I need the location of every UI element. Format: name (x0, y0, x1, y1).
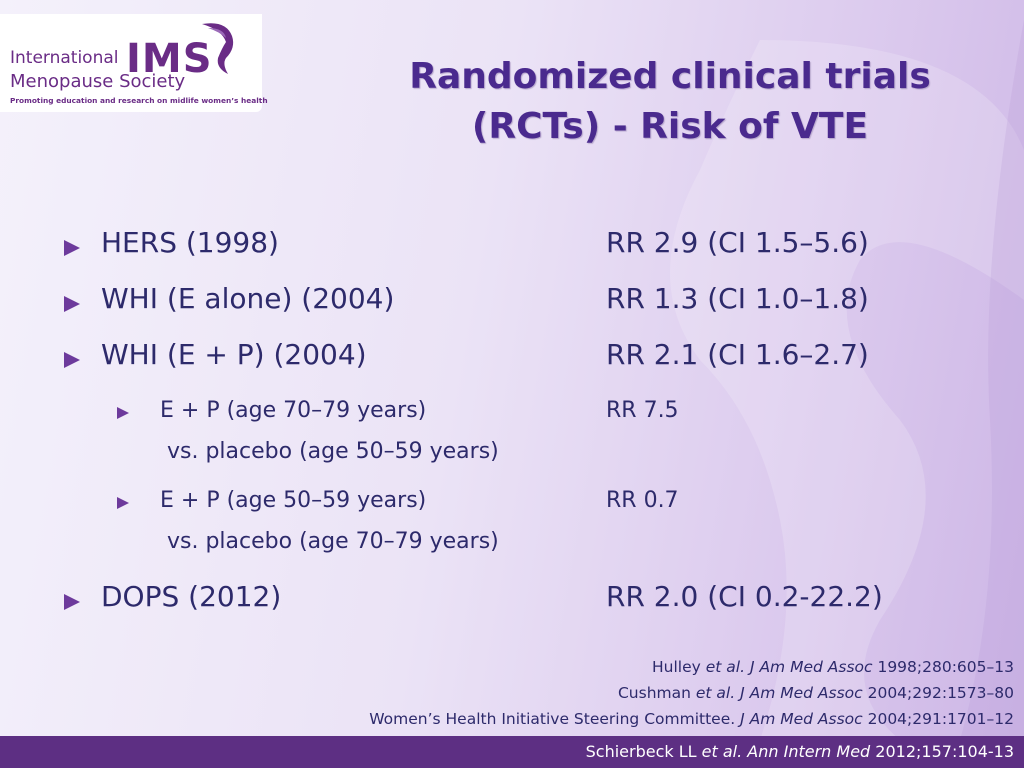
reference-cushman: Cushman et al. J Am Med Assoc 2004;292:1… (618, 684, 1014, 702)
ref-citation: 2004;291:1701–12 (862, 710, 1014, 728)
bullet-triangle-icon (64, 240, 80, 256)
reference-hulley: Hulley et al. J Am Med Assoc 1998;280:60… (652, 658, 1014, 676)
ref-author: Hulley (652, 658, 706, 676)
bullet-triangle-icon (64, 594, 80, 610)
sub-item-label: E + P (age 70–79 years) (160, 398, 427, 423)
item-label: DOPS (2012) (101, 580, 282, 613)
logo-ims-mark: IMS (126, 36, 213, 82)
footer-bar: Schierbeck LL et al. Ann Intern Med 2012… (0, 736, 1024, 768)
ref-author: Cushman (617, 684, 696, 702)
ref-journal: J Am Med Assoc (745, 658, 873, 676)
sub-item-label: E + P (age 50–59 years) (160, 488, 427, 513)
sub-item-comparison: vs. placebo (age 50–59 years) (167, 439, 499, 464)
ref-citation: 1998;280:605–13 (872, 658, 1014, 676)
ref-journal: J Am Med Assoc (735, 684, 863, 702)
logo-menopause-society: Menopause Society (10, 71, 186, 92)
ref-etal: et al. (695, 684, 736, 702)
ref-journal: J Am Med Assoc (735, 710, 863, 728)
sub-item-comparison: vs. placebo (age 70–79 years) (167, 529, 499, 554)
ref-citation: 2004;292:1573–80 (862, 684, 1014, 702)
bullet-triangle-icon (64, 352, 80, 368)
item-rr: RR 2.1 (CI 1.6–2.7) (606, 338, 869, 371)
sub-item-rr: RR 7.5 (606, 398, 679, 423)
item-label: WHI (E + P) (2004) (101, 338, 367, 371)
reference-schierbeck: Schierbeck LL et al. Ann Intern Med 2012… (586, 742, 1014, 761)
ref-author: Women’s Health Initiative Steering Commi… (369, 710, 736, 728)
item-rr: RR 2.9 (CI 1.5–5.6) (606, 226, 869, 259)
ref-author: Schierbeck LL (585, 742, 702, 761)
bullet-triangle-icon (64, 296, 80, 312)
item-rr: RR 2.0 (CI 0.2-22.2) (606, 580, 883, 613)
slide-title: Randomized clinical trials (RCTs) - Risk… (350, 52, 990, 152)
logo-tagline: Promoting education and research on midl… (10, 96, 268, 105)
title-line-1: Randomized clinical trials (409, 56, 931, 97)
sub-item-rr: RR 0.7 (606, 488, 679, 513)
ref-citation: 2012;157:104-13 (870, 742, 1014, 761)
ims-logo: International IMS Menopause Society Prom… (0, 14, 268, 112)
item-label: WHI (E alone) (2004) (101, 282, 395, 315)
reference-whi-committee: Women’s Health Initiative Steering Commi… (369, 710, 1014, 728)
title-line-2: (RCTs) - Risk of VTE (471, 106, 869, 147)
ref-etal: et al. (701, 742, 743, 761)
bullet-triangle-icon (117, 497, 129, 509)
ref-etal: et al. (705, 658, 746, 676)
bullet-triangle-icon (117, 407, 129, 419)
logo-international: International (10, 48, 119, 68)
item-rr: RR 1.3 (CI 1.0–1.8) (606, 282, 869, 315)
ref-journal: Ann Intern Med (742, 742, 871, 761)
logo-silhouette-icon (202, 23, 234, 74)
item-label: HERS (1998) (101, 226, 279, 259)
